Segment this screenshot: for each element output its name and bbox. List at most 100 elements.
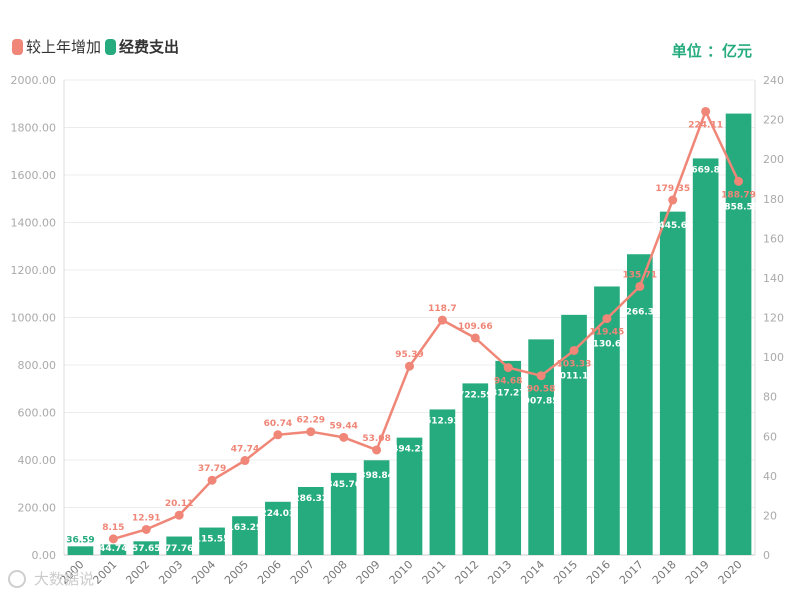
x-tick-label: 2008 bbox=[321, 558, 350, 587]
line-value-label: 224.11 bbox=[688, 120, 723, 130]
x-tick-label: 2011 bbox=[420, 558, 449, 587]
y-right-tick-label: 200 bbox=[763, 153, 784, 166]
line-point bbox=[108, 534, 118, 544]
bar bbox=[396, 437, 423, 555]
watermark-text: 大数据说 bbox=[34, 570, 95, 588]
x-tick-label: 2018 bbox=[650, 558, 679, 587]
y-left-tick-label: 1600.00 bbox=[11, 169, 57, 182]
y-right-tick-label: 0 bbox=[763, 549, 770, 562]
x-tick-label: 2002 bbox=[123, 558, 152, 587]
y-right-tick-label: 80 bbox=[763, 391, 777, 404]
line-point bbox=[437, 315, 447, 325]
line-point bbox=[306, 427, 316, 437]
bar-value-label: 722.59 bbox=[458, 390, 493, 400]
bar-value-label: 1266.34 bbox=[619, 307, 660, 317]
bar-value-label: 36.59 bbox=[66, 535, 94, 545]
line-point bbox=[240, 456, 250, 466]
y-left-tick-label: 1800.00 bbox=[11, 122, 57, 135]
legend-swatch-spend bbox=[105, 38, 117, 55]
line-point bbox=[701, 106, 711, 116]
x-tick-label: 2006 bbox=[255, 558, 284, 587]
legend-item-spend[interactable]: 经费支出 bbox=[105, 36, 179, 57]
line-value-label: 47.74 bbox=[231, 445, 259, 455]
bar-value-label: 44.74 bbox=[99, 544, 127, 554]
line-point bbox=[734, 176, 744, 186]
y-left-tick-label: 1400.00 bbox=[11, 217, 57, 230]
y-left-tick-label: 1200.00 bbox=[11, 264, 57, 277]
bar-value-label: 115.55 bbox=[195, 535, 230, 545]
y-left-tick-label: 800.00 bbox=[18, 359, 57, 372]
line-value-label: 53.08 bbox=[362, 434, 390, 444]
x-tick-label: 2020 bbox=[716, 558, 745, 587]
bar bbox=[67, 546, 94, 555]
increase-line bbox=[113, 110, 740, 541]
bar-value-label: 1445.69 bbox=[652, 221, 693, 231]
line-value-label: 109.66 bbox=[458, 322, 493, 332]
x-tick-label: 2013 bbox=[485, 558, 514, 587]
legend-item-increase[interactable]: 较上年增加 bbox=[12, 36, 101, 57]
bar bbox=[166, 536, 192, 555]
bar bbox=[725, 113, 752, 556]
bar-value-label: 398.84 bbox=[359, 471, 394, 481]
line-value-label: 103.33 bbox=[557, 359, 592, 369]
x-tick-label: 2009 bbox=[354, 558, 383, 587]
line-value-label: 60.74 bbox=[264, 419, 292, 429]
bar bbox=[429, 409, 456, 555]
bar-value-label: 224.03 bbox=[261, 509, 296, 519]
bar-value-label: 1858.59 bbox=[718, 202, 759, 212]
y-right-tick-label: 140 bbox=[763, 272, 784, 285]
x-tick-label: 2016 bbox=[584, 558, 613, 587]
bar bbox=[265, 501, 291, 555]
bar bbox=[133, 541, 160, 555]
line-point bbox=[141, 524, 151, 534]
bar-value-label: 1669.80 bbox=[685, 165, 726, 175]
line-value-label: 62.29 bbox=[297, 416, 325, 426]
bar bbox=[692, 158, 719, 556]
x-tick-label: 2010 bbox=[387, 558, 416, 587]
line-value-label: 90.58 bbox=[527, 385, 555, 395]
bar-value-label: 612.93 bbox=[425, 416, 460, 426]
y-left-tick-label: 2000.00 bbox=[11, 74, 57, 87]
x-tick-label: 2005 bbox=[222, 558, 251, 587]
line-point bbox=[372, 445, 382, 455]
bar bbox=[232, 516, 258, 555]
bar-value-label: 77.76 bbox=[165, 544, 193, 554]
bar bbox=[659, 211, 686, 555]
y-right-tick-label: 100 bbox=[763, 351, 784, 364]
y-left-tick-label: 200.00 bbox=[18, 502, 57, 515]
line-point bbox=[503, 363, 513, 373]
line-value-label: 135.71 bbox=[622, 270, 657, 280]
line-point bbox=[668, 195, 678, 205]
x-tick-label: 2012 bbox=[452, 558, 481, 587]
bar bbox=[330, 472, 357, 555]
y-right-tick-label: 40 bbox=[763, 470, 777, 483]
bar bbox=[462, 383, 489, 555]
watermark: 大数据说 bbox=[8, 568, 94, 589]
y-right-tick-label: 180 bbox=[763, 193, 784, 206]
y-right-tick-label: 120 bbox=[763, 312, 784, 325]
x-tick-label: 2001 bbox=[90, 558, 119, 587]
line-point bbox=[635, 281, 645, 291]
bar-value-label: 494.23 bbox=[392, 445, 427, 455]
legend-swatch-increase bbox=[12, 38, 23, 55]
bar-value-label: 57.65 bbox=[132, 544, 160, 554]
y-left-tick-label: 0.00 bbox=[32, 549, 57, 562]
line-value-label: 8.15 bbox=[102, 523, 124, 533]
watermark-logo-icon bbox=[8, 569, 26, 588]
y-right-tick-label: 220 bbox=[763, 114, 784, 127]
chart-legend: 较上年增加 经费支出 bbox=[12, 36, 183, 57]
line-point bbox=[174, 510, 184, 520]
line-point bbox=[207, 475, 217, 485]
line-point bbox=[536, 371, 546, 381]
bar bbox=[199, 527, 225, 555]
line-point bbox=[339, 432, 349, 442]
y-left-tick-label: 400.00 bbox=[18, 454, 57, 467]
line-point bbox=[569, 345, 579, 355]
line-value-label: 118.7 bbox=[428, 304, 456, 314]
x-tick-label: 2004 bbox=[189, 558, 218, 587]
bar bbox=[297, 486, 324, 555]
unit-label: 单位 ：亿元 bbox=[671, 42, 752, 60]
y-left-tick-label: 600.00 bbox=[18, 407, 57, 420]
bar-value-label: 1130.63 bbox=[586, 340, 627, 350]
x-tick-label: 2003 bbox=[156, 558, 185, 587]
